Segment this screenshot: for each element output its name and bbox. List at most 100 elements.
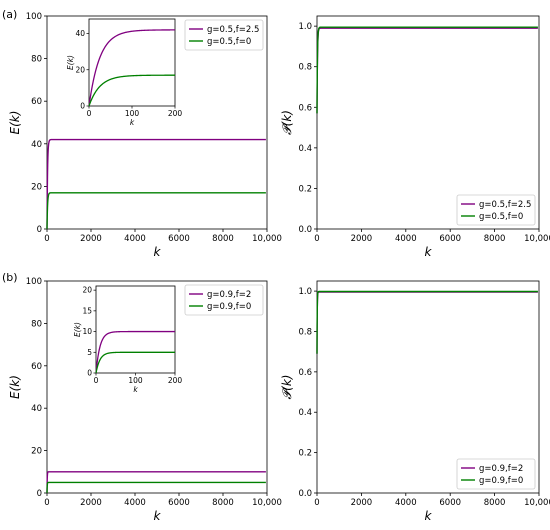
x-tick-label: 4000: [395, 234, 417, 244]
x-tick-label: 4000: [124, 234, 146, 244]
chart-b-right: 0 2000 4000 6000 8000 10,000 0.0 0.2 0.4 0.6 0.8 1.…: [280, 280, 550, 523]
inset-y-tick-label: 15: [82, 306, 92, 315]
y-tick-label: 60: [31, 97, 42, 107]
x-tick-label: 2000: [351, 234, 373, 244]
panel-label-a: (a): [2, 8, 17, 21]
x-tick-label: 10,000: [524, 234, 550, 244]
series-line-1: [316, 290, 538, 354]
x-tick-label: 0: [44, 498, 49, 508]
y-tick-label: 100: [26, 12, 42, 22]
y-tick-label: 1.0: [298, 22, 312, 32]
inset-y-tick-label: 20: [75, 65, 85, 74]
y-axis-label: 𝓟(k): [280, 375, 294, 400]
plot-frame: [316, 15, 540, 230]
chart-a-right: 0 2000 4000 6000 8000 10,000 0.0 0.2 0.4 0.6 0.8 1.…: [280, 15, 550, 259]
inset-x-tick-label: 200: [168, 376, 183, 385]
x-axis-label: k: [154, 245, 162, 259]
y-tick-label: 0.4: [298, 408, 312, 418]
y-tick-label: 0.0: [298, 225, 312, 235]
x-tick-label: 8000: [212, 234, 234, 244]
legend-entry: g=0.5,f=0: [479, 212, 523, 222]
legend-box: [456, 194, 536, 226]
inset-chart: 0 100 200 0 5 10 15 20 k E(k): [73, 285, 183, 394]
inset-frame: [88, 18, 176, 107]
inset-x-axis-label: k: [133, 385, 138, 394]
inset-x-tick-label: 100: [128, 376, 143, 385]
y-tick-label: 40: [31, 140, 42, 150]
inset-series-line-1: [95, 351, 175, 374]
inset-x-tick-label: 0: [87, 109, 92, 118]
y-tick-label: 20: [31, 182, 42, 192]
y-tick-label: 0.6: [298, 368, 312, 378]
y-axis-label: 𝓟(k): [280, 110, 294, 135]
legend: g=0.5,f=2.5 g=0.5,f=0: [184, 19, 264, 51]
x-tick-label: 2000: [80, 498, 102, 508]
x-tick-label: 10,000: [524, 498, 550, 508]
y-tick-label: 0.6: [298, 103, 312, 113]
x-axis-label: k: [425, 245, 433, 259]
legend-entry: g=0.5,f=2.5: [207, 25, 259, 35]
x-tick-label: 8000: [212, 498, 234, 508]
inset-x-tick-label: 100: [125, 109, 140, 118]
y-tick-label: 80: [31, 55, 42, 65]
series-line-1: [46, 481, 266, 494]
y-tick-label: 0.8: [298, 327, 312, 337]
y-axis-label: E(k): [8, 111, 22, 135]
inset-y-tick-label: 0: [87, 369, 92, 378]
inset-frame: [95, 285, 176, 374]
plot-frame: [46, 15, 268, 230]
inset-y-axis-label: E(k): [73, 322, 82, 337]
y-tick-label: 100: [26, 277, 42, 287]
series-line-1: [46, 192, 266, 230]
x-tick-label: 4000: [124, 498, 146, 508]
plot-frame: [46, 280, 268, 494]
inset-series-line-1: [88, 74, 175, 107]
x-tick-label: 0: [314, 498, 319, 508]
legend-entry: g=0.9,f=0: [207, 302, 251, 312]
chart-b-left: 0 2000 4000 6000 8000 10,000020406080100kE(k)…: [8, 277, 282, 523]
legend-entry: g=0.9,f=0: [479, 476, 523, 486]
series-line-0: [46, 138, 266, 230]
x-tick-label: 8000: [484, 234, 506, 244]
legend-entry: g=0.9,f=2: [479, 464, 523, 474]
x-tick-label: 6000: [439, 234, 461, 244]
inset-series-line-0: [88, 29, 175, 107]
series-line-1: [316, 26, 538, 114]
inset-x-tick-label: 0: [94, 376, 99, 385]
y-tick-label: 40: [31, 404, 42, 414]
x-tick-label: 6000: [168, 234, 190, 244]
legend-box: [456, 458, 536, 490]
inset-y-tick-label: 0: [80, 102, 85, 111]
x-tick-label: 10,000: [252, 234, 282, 244]
legend-box: [184, 284, 264, 316]
inset-series-line-0: [95, 330, 175, 374]
legend: g=0.9,f=2 g=0.9,f=0: [184, 284, 264, 316]
y-tick-label: 0.4: [298, 144, 312, 154]
legend: g=0.5,f=2.5 g=0.5,f=0: [456, 194, 536, 226]
x-tick-label: 10,000: [252, 498, 282, 508]
inset-x-tick-label: 200: [168, 109, 183, 118]
y-tick-label: 60: [31, 362, 42, 372]
inset-y-tick-label: 20: [82, 286, 92, 295]
x-tick-label: 2000: [80, 234, 102, 244]
x-tick-label: 0: [314, 234, 319, 244]
chart-a-left: 0 2000 4000 6000 8000 10,000020406080100kE(k)…: [8, 12, 282, 259]
x-axis-label: k: [425, 509, 433, 523]
y-tick-label: 80: [31, 319, 42, 329]
x-tick-label: 6000: [439, 498, 461, 508]
legend-entry: g=0.5,f=0: [207, 37, 251, 47]
y-tick-label: 20: [31, 447, 42, 457]
y-tick-label: 0.2: [298, 184, 312, 194]
y-axis-label: E(k): [8, 375, 22, 399]
inset-x-axis-label: k: [130, 118, 135, 127]
x-tick-label: 6000: [168, 498, 190, 508]
panel-label-b: (b): [2, 271, 18, 284]
series-line-0: [316, 291, 538, 354]
y-tick-label: 0: [37, 225, 42, 235]
inset-chart: 0 100 200 0 20 40 k E(k): [66, 18, 183, 127]
x-tick-label: 2000: [351, 498, 373, 508]
inset-y-tick-label: 40: [75, 29, 85, 38]
inset-y-tick-label: 10: [82, 327, 92, 336]
y-tick-label: 0: [37, 489, 42, 499]
y-tick-label: 0.2: [298, 449, 312, 459]
